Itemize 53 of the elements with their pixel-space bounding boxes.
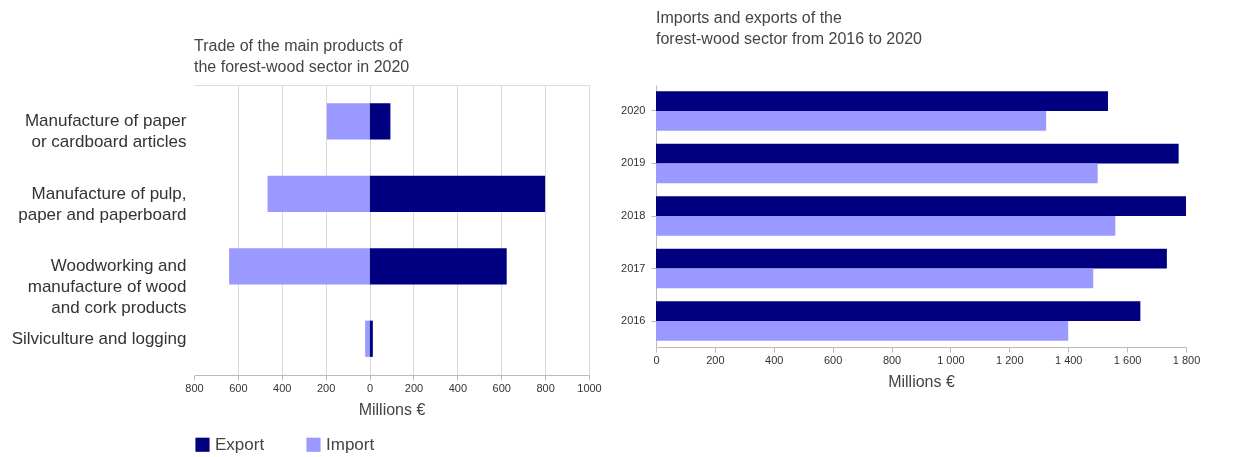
y-tick-label: 2019 (621, 156, 646, 169)
legend-label: Import (326, 434, 375, 454)
x-tick-label: 800 (882, 353, 902, 366)
y-tick-label: Manufacture of paper or cardboard articles (24, 111, 187, 152)
bar (267, 175, 370, 212)
y-tick-label: Woodworking and manufacture of wood and cork products (27, 256, 187, 318)
bar (656, 143, 1179, 164)
x-tick-label: 400 (273, 381, 292, 394)
bar (369, 320, 373, 357)
x-tick-label: 1000 (577, 381, 602, 394)
x-axis-title: Millions € (358, 400, 426, 418)
x-tick-label: 200 (404, 381, 424, 394)
x-tick-label: 200 (706, 353, 725, 366)
bar (369, 103, 391, 140)
bar (656, 163, 1098, 184)
x-tick-label: 1 800 (1172, 353, 1201, 366)
bar (656, 268, 1094, 289)
x-tick-label: 200 (316, 381, 336, 394)
bar (326, 103, 370, 140)
chart-title: Imports and exports of the forest-wood sector from 2016 to 2020 (656, 9, 923, 47)
y-tick-label: 2016 (621, 314, 646, 327)
x-tick-label: 800 (185, 381, 204, 394)
chart-title: Trade of the main products of the forest-wood sector in 2020 (194, 37, 410, 75)
x-tick-label: 800 (536, 381, 555, 394)
bar (656, 91, 1108, 111)
bar (656, 321, 1069, 341)
x-tick-label: 600 (229, 381, 248, 394)
bar (656, 248, 1167, 269)
x-tick-label: 1 400 (1054, 353, 1083, 366)
x-tick-label: 0 (366, 381, 374, 394)
y-tick-label: 2018 (621, 209, 646, 221)
bar (656, 110, 1047, 131)
bar (369, 175, 546, 212)
x-tick-label: 400 (765, 353, 784, 366)
x-tick-label: 0 (653, 353, 660, 366)
x-axis-title: Millions € (888, 372, 955, 390)
bar (365, 320, 370, 357)
bar (369, 248, 507, 285)
x-tick-label: 600 (823, 353, 843, 366)
x-tick-label: 1 200 (996, 353, 1024, 366)
y-tick-label: Manufacture of pulp, paper and paperboard (18, 183, 187, 224)
bar (656, 196, 1186, 216)
legend-label: Export (215, 434, 265, 454)
x-tick-label: 1 000 (937, 353, 965, 366)
bar (656, 301, 1141, 322)
bar (229, 248, 370, 285)
x-tick-label: 400 (448, 381, 468, 394)
y-tick-label: 2020 (621, 103, 646, 116)
bar (656, 216, 1116, 236)
y-tick-label: 2017 (621, 261, 646, 274)
x-tick-label: 600 (492, 381, 511, 394)
y-tick-label: Silviculture and logging (11, 328, 187, 348)
x-tick-label: 1 600 (1113, 353, 1142, 366)
